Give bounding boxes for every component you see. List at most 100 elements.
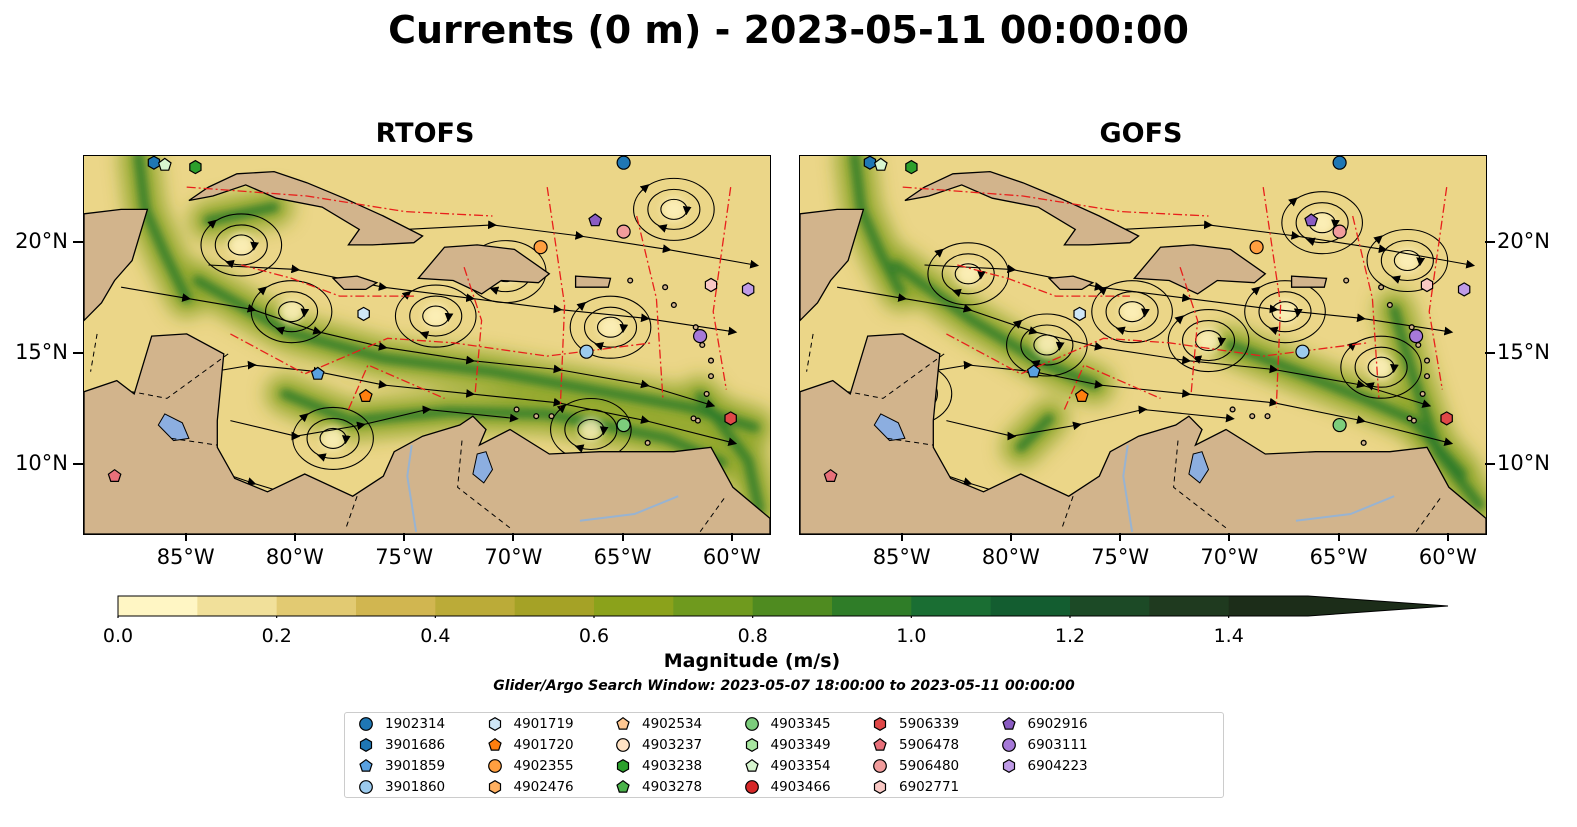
lon-tick-label: 65°W — [593, 545, 652, 569]
land — [84, 170, 770, 534]
legend-label: 6904223 — [1027, 758, 1088, 774]
lat-tick-mark — [1485, 351, 1495, 354]
hexagon-marker-icon — [745, 738, 758, 752]
legend-item: 6903111 — [1000, 735, 1088, 755]
legend-item: 4903466 — [743, 777, 831, 797]
float-6902771-marker — [1420, 277, 1434, 293]
lon-tick-mark — [512, 533, 515, 541]
float-4902355-marker — [533, 240, 548, 255]
lon-tick-mark — [621, 533, 624, 541]
float-4901719-marker — [1073, 306, 1086, 322]
legend-label: 4903238 — [642, 758, 703, 774]
legend-label: 4902534 — [642, 716, 703, 732]
legend-marker — [359, 780, 373, 794]
lon-tick-mark — [293, 533, 296, 541]
float-3901859-marker — [1026, 364, 1041, 378]
legend-item: 4903237 — [614, 735, 702, 755]
lat-tick-mark — [73, 240, 83, 243]
lat-tick-label-right: 10°N — [1497, 451, 1550, 476]
legend-label: 1902314 — [385, 716, 446, 732]
legend-label: 3901859 — [385, 758, 446, 774]
colorbar — [117, 595, 1449, 618]
float-6903111-marker — [692, 329, 708, 344]
lat-tick-label-left: 10°N — [15, 451, 68, 476]
float-6902771-marker — [704, 277, 718, 293]
legend-label: 4903354 — [770, 758, 831, 774]
legend-marker — [744, 780, 759, 794]
legend-marker — [1001, 716, 1016, 730]
legend-label: 5906478 — [899, 737, 960, 753]
lon-tick-label: 75°W — [375, 545, 434, 569]
legend-marker — [744, 717, 759, 731]
colorbar-segment — [514, 596, 595, 616]
legend-item: 4902355 — [486, 756, 574, 776]
lon-tick-mark — [1228, 533, 1231, 541]
float-3901859-marker — [310, 366, 325, 380]
lon-tick-label: 65°W — [1309, 545, 1368, 569]
circle-marker-icon — [359, 780, 373, 794]
float-3901686-marker — [863, 156, 877, 170]
legend-marker — [744, 758, 759, 772]
legend-marker — [488, 780, 501, 794]
legend-item: 4903345 — [743, 714, 831, 734]
float-markers — [107, 156, 755, 482]
legend-item: 4903349 — [743, 735, 831, 755]
circle-marker-icon — [1001, 738, 1016, 752]
colorbar-tick-label: 0.4 — [420, 625, 451, 647]
colorbar-segment — [276, 596, 357, 616]
legend-label: 3901860 — [385, 779, 446, 795]
lat-tick-label-right: 15°N — [1497, 339, 1550, 364]
colorbar-segment — [594, 596, 674, 616]
colorbar-segment — [435, 596, 516, 616]
legend-item: 4902476 — [486, 777, 574, 797]
float-4901720-marker — [358, 388, 373, 402]
float-6902916-marker — [588, 213, 603, 227]
legend-marker — [873, 737, 887, 751]
circle-marker-icon — [487, 759, 502, 773]
land — [800, 170, 1486, 534]
float-1902314-marker — [1332, 156, 1347, 170]
float-4903354-marker — [873, 157, 888, 171]
colorbar-segment — [752, 596, 833, 616]
legend-marker — [616, 716, 630, 730]
legend-marker — [873, 780, 887, 794]
lon-tick-mark — [900, 533, 903, 541]
legend-item: 4903354 — [743, 756, 831, 776]
lon-tick-label: 80°W — [981, 545, 1040, 569]
legend-label: 6902916 — [1027, 716, 1088, 732]
colorbar-segment — [673, 596, 754, 616]
legend-label: 4903349 — [770, 737, 831, 753]
legend-item: 6904223 — [1000, 756, 1088, 776]
pentagon-marker-icon — [616, 716, 630, 730]
legend-marker — [487, 759, 502, 773]
float-4902355-marker — [1249, 240, 1264, 255]
lon-tick-mark — [1119, 533, 1122, 541]
lat-tick-mark — [73, 463, 83, 466]
colorbar-segment — [832, 596, 912, 616]
legend-marker — [359, 738, 373, 752]
legend-label: 5906339 — [899, 716, 960, 732]
hexagon-marker-icon — [873, 717, 887, 731]
colorbar-segment — [911, 596, 992, 616]
float-1902314-marker — [616, 156, 631, 170]
legend-item: 3901859 — [357, 756, 445, 776]
map-rtofs — [84, 156, 770, 534]
legend-marker — [745, 738, 758, 752]
circle-marker-icon — [744, 717, 759, 731]
legend-item: 5906339 — [871, 714, 959, 734]
legend-label: 4903345 — [770, 716, 831, 732]
lon-tick-label: 60°W — [1418, 545, 1477, 569]
legend-item: 5906478 — [871, 735, 959, 755]
hexagon-marker-icon — [873, 780, 887, 794]
legend-label: 4902476 — [513, 779, 574, 795]
float-markers — [823, 156, 1471, 482]
lat-tick-mark — [73, 351, 83, 354]
country-borders — [90, 333, 725, 533]
circle-marker-icon — [744, 780, 759, 794]
legend-marker — [487, 737, 502, 751]
map-panel-rtofs — [83, 155, 771, 535]
float-5906480-marker — [616, 224, 631, 239]
country-borders — [806, 333, 1441, 533]
lakes — [157, 413, 494, 484]
float-4901719-marker — [357, 306, 370, 322]
